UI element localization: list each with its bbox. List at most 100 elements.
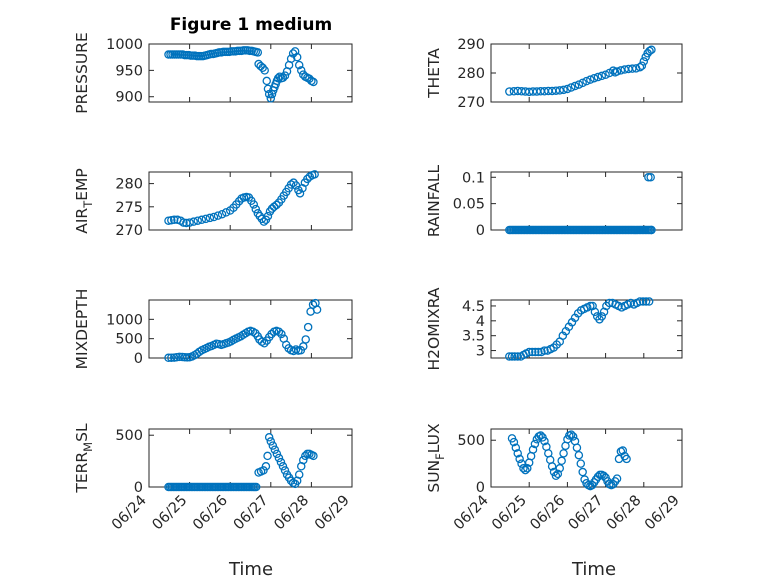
data-point xyxy=(540,346,549,355)
data-point xyxy=(294,470,304,479)
y-axis-label: AIRTEMP xyxy=(73,168,95,234)
data-point xyxy=(266,437,276,446)
data-point xyxy=(647,45,656,55)
data-point xyxy=(551,471,561,481)
data-point xyxy=(612,67,622,76)
data-point xyxy=(586,75,595,84)
data-point xyxy=(582,76,591,86)
data-point xyxy=(205,213,215,223)
data-point xyxy=(521,465,530,475)
data-point xyxy=(278,73,288,82)
x-tick-label: 06/25 xyxy=(489,493,530,534)
data-point xyxy=(639,57,649,66)
data-point xyxy=(274,453,284,463)
data-point xyxy=(261,462,271,471)
data-point xyxy=(266,94,276,103)
data-point xyxy=(301,335,310,344)
y-tick-label: 4.5 xyxy=(462,299,485,315)
data-point xyxy=(185,218,194,227)
y-tick-label: 500 xyxy=(457,433,485,449)
axes-frame xyxy=(490,171,683,231)
subplot-grid: 900 950 1000 PRESSURE 270 280 290 THETA 270 275 28… xyxy=(73,32,683,533)
data-point xyxy=(277,329,286,339)
y-tick-label: 270 xyxy=(457,95,485,111)
x-tick-label: 06/27 xyxy=(231,493,272,534)
x-tick-label: 06/28 xyxy=(271,493,312,534)
subplot-terr-msl: 0 500 06/24 06/25 06/26 06/27 06/28 06/29 TERRMS… xyxy=(73,423,353,533)
data-point xyxy=(197,215,207,225)
data-point xyxy=(618,446,628,455)
y-tick-label: 275 xyxy=(115,200,143,216)
data-point xyxy=(590,307,600,317)
figure-title: Figure 1 medium xyxy=(170,15,332,35)
data-point xyxy=(290,47,300,56)
data-point xyxy=(507,352,517,361)
y-tick-label: 0.05 xyxy=(453,197,485,213)
data-point xyxy=(593,72,603,82)
data-point xyxy=(519,464,528,473)
data-point xyxy=(534,347,543,357)
data-series xyxy=(164,298,322,363)
y-axis-label: SUNFLUX xyxy=(425,423,447,493)
data-point xyxy=(193,216,202,225)
data-point xyxy=(599,471,608,481)
data-point xyxy=(262,76,271,86)
data-point xyxy=(597,312,607,321)
data-point xyxy=(638,297,648,306)
data-point xyxy=(274,327,284,336)
y-tick-label: 270 xyxy=(115,223,143,239)
data-point xyxy=(523,464,532,473)
y-tick-label: 0 xyxy=(476,223,485,239)
y-tick-label: 0 xyxy=(476,480,485,496)
data-point xyxy=(524,347,534,357)
data-point xyxy=(557,456,566,466)
data-point xyxy=(515,454,524,464)
data-point xyxy=(528,347,537,357)
data-point xyxy=(260,66,269,75)
data-point xyxy=(572,443,582,452)
data-point xyxy=(296,66,306,75)
y-tick-label: 280 xyxy=(457,66,485,82)
data-series xyxy=(505,173,656,235)
y-tick-label: 900 xyxy=(115,90,143,106)
data-series xyxy=(164,46,318,103)
data-point xyxy=(637,61,647,71)
data-point xyxy=(164,353,173,363)
data-point xyxy=(167,353,176,362)
x-tick-label: 06/29 xyxy=(312,493,353,534)
data-point xyxy=(635,297,645,306)
y-axis-label: THETA xyxy=(425,48,443,99)
data-point xyxy=(513,352,522,361)
data-point xyxy=(505,87,514,96)
subplot-mixdepth: 0 500 1000 MIXDEPTH xyxy=(73,289,353,370)
data-point xyxy=(530,439,540,449)
subplot-h2omixra: 33.544.5 H2OMIXRA xyxy=(425,287,683,371)
data-point xyxy=(263,451,272,461)
data-point xyxy=(576,459,586,468)
y-tick-label: 0 xyxy=(134,351,143,367)
data-point xyxy=(597,71,607,81)
y-axis-label: MIXDEPTH xyxy=(73,289,91,370)
y-tick-label: 3 xyxy=(476,344,485,360)
data-point xyxy=(189,217,198,226)
x-tick-label: 06/24 xyxy=(109,493,150,534)
axes-frame xyxy=(490,299,683,359)
data-point xyxy=(201,214,211,224)
y-tick-label: 0 xyxy=(134,480,143,496)
data-point xyxy=(292,52,302,62)
data-point xyxy=(264,433,274,442)
data-point xyxy=(280,71,290,80)
data-series xyxy=(505,45,656,97)
data-point xyxy=(612,474,622,483)
x-tick-label: 06/26 xyxy=(527,493,568,534)
data-point xyxy=(578,467,587,477)
y-tick-label: 290 xyxy=(457,37,485,53)
data-series xyxy=(164,170,319,228)
data-point xyxy=(253,48,263,57)
data-point xyxy=(644,297,654,306)
data-point xyxy=(555,464,565,473)
data-point xyxy=(269,202,279,212)
axes-frame xyxy=(148,428,353,488)
data-point xyxy=(647,225,656,235)
